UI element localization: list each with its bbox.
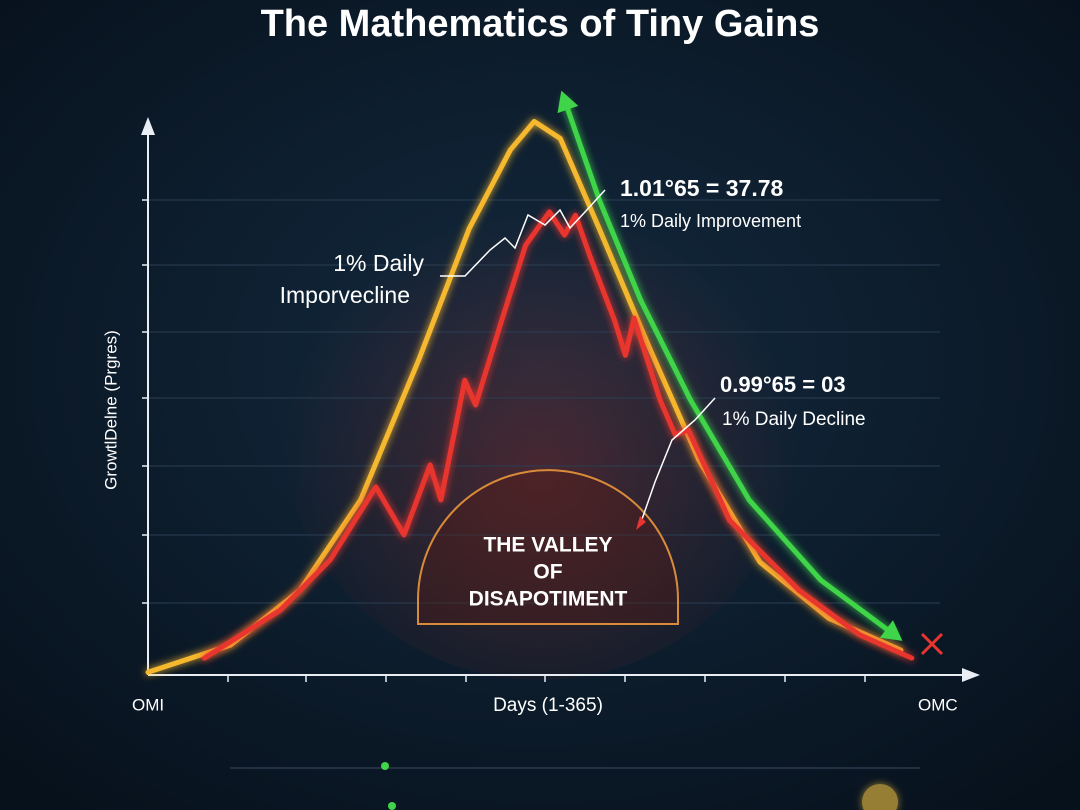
x-start-label: OMI [132,695,164,714]
valley-text: OF [533,561,562,584]
glow [280,160,800,680]
end-cross [920,632,944,656]
decor-dot [381,762,389,770]
annotation: 1.01°65 = 37.78 [620,175,784,201]
y-axis-label: GrowtlDelne (Prgres) [101,330,120,490]
annotation: 1% Daily Improvement [620,211,801,231]
valley-dome [417,469,679,625]
valley-text: DISAPOTIMENT [469,588,628,611]
grid [148,199,940,604]
arrow-head [557,90,579,114]
axes [141,117,980,682]
annotation: 1% Daily [333,250,424,276]
series-line [201,209,915,661]
series-line [562,97,897,638]
y-axis-arrow [141,117,155,135]
arrow-head [879,620,903,641]
chart-title: The Mathematics of Tiny Gains [261,3,820,45]
pointer [440,189,606,277]
pointer [639,397,716,526]
x-end-label: OMC [918,695,958,714]
lines [145,90,915,675]
decor-spark [862,784,898,810]
axis-ticks [142,199,866,682]
decor-dot [388,802,396,810]
annotation: Imporvecline [280,282,410,308]
x-axis-arrow [962,668,980,682]
annotation: 1% Daily Decline [722,409,866,430]
valley-text: THE VALLEY [483,534,612,557]
x-axis-label: Days (1-365) [493,695,603,716]
pointer-head [636,516,646,530]
annotation: 0.99°65 = 03 [720,372,846,397]
